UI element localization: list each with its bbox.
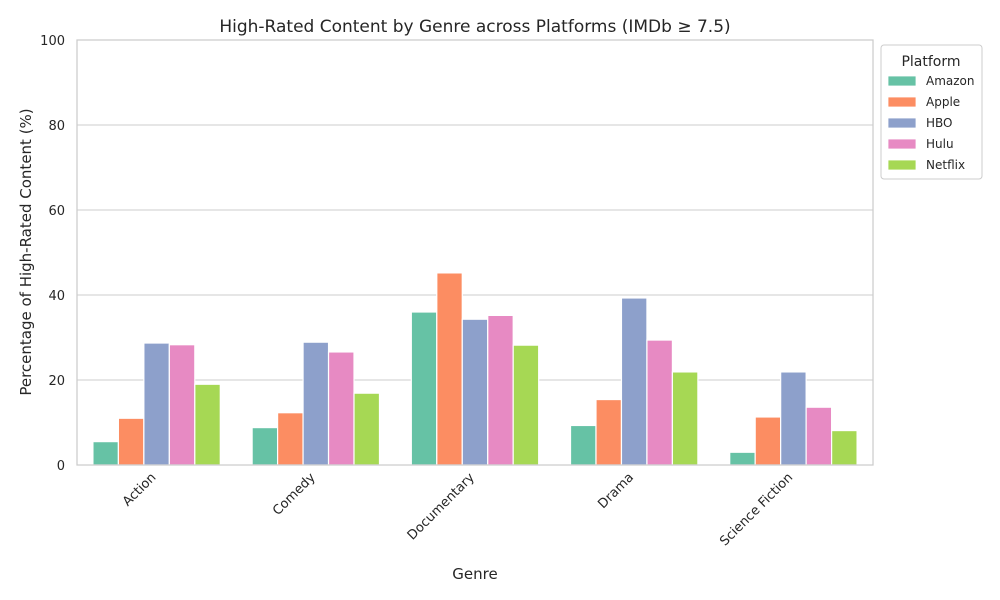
bar-hbo-science-fiction [780,371,807,466]
bar-netflix-drama [671,371,699,466]
plot-frame [76,39,874,466]
legend-swatch-hulu [887,138,917,150]
bar-netflix-science-fiction [831,429,858,466]
chart-title: High-Rated Content by Genre across Platf… [219,17,730,37]
x-axis-title: Genre [452,565,497,583]
x-tick-label: Action [120,470,159,509]
bar-hbo-drama [620,297,648,466]
bar-hbo-documentary [461,318,489,466]
bar-hbo-action [143,342,170,466]
bar-netflix-comedy [353,392,381,466]
y-tick-label: 20 [48,374,65,389]
legend-items: Amazon Apple HBO Hulu Netflix [887,74,975,172]
bar-apple-documentary [436,272,463,466]
x-tick-label: Drama [595,470,637,512]
bar-netflix-documentary [512,344,540,466]
bar-amazon-action [92,441,119,466]
legend-label: Netflix [926,158,965,172]
y-ticks: 0 20 40 60 80 100 [40,34,65,474]
bar-amazon-documentary [410,311,438,466]
x-tick-label: Science Fiction [717,470,796,549]
legend-label: HBO [926,116,953,130]
bar-amazon-drama [569,424,597,466]
y-tick-label: 0 [57,459,65,474]
bar-hbo-comedy [302,341,330,466]
y-tick-label: 100 [40,34,65,49]
legend-label: Apple [926,95,960,109]
bar-netflix-action [194,383,221,466]
y-tick-label: 80 [48,119,65,134]
bar-hulu-science-fiction [805,406,833,466]
legend: Platform Amazon Apple HBO Hulu Netflix [880,44,983,180]
legend-label: Hulu [926,137,954,151]
bar-hulu-comedy [327,351,355,466]
bar-amazon-comedy [251,427,279,466]
x-ticks: Action Comedy Documentary Drama Science Fict… [120,470,796,549]
bars [92,272,858,466]
bar-hulu-action [168,344,196,466]
y-axis-title: Percentage of High-Rated Content (%) [17,108,35,395]
bar-apple-drama [595,398,623,466]
y-tick-label: 60 [48,204,65,219]
legend-label: Amazon [926,74,975,88]
legend-swatch-apple [887,96,917,108]
legend-title: Platform [901,54,960,70]
bar-apple-action [117,417,145,466]
bar-hulu-drama [646,339,674,466]
legend-swatch-netflix [887,159,917,171]
y-tick-label: 40 [48,289,65,304]
x-tick-label: Documentary [405,470,478,543]
bar-hulu-documentary [487,314,514,466]
bar-amazon-science-fiction [729,451,756,466]
legend-swatch-amazon [887,75,917,87]
legend-swatch-hbo [887,117,917,129]
bar-apple-science-fiction [754,416,782,466]
bar-apple-comedy [276,412,304,466]
x-tick-label: Comedy [270,470,319,519]
